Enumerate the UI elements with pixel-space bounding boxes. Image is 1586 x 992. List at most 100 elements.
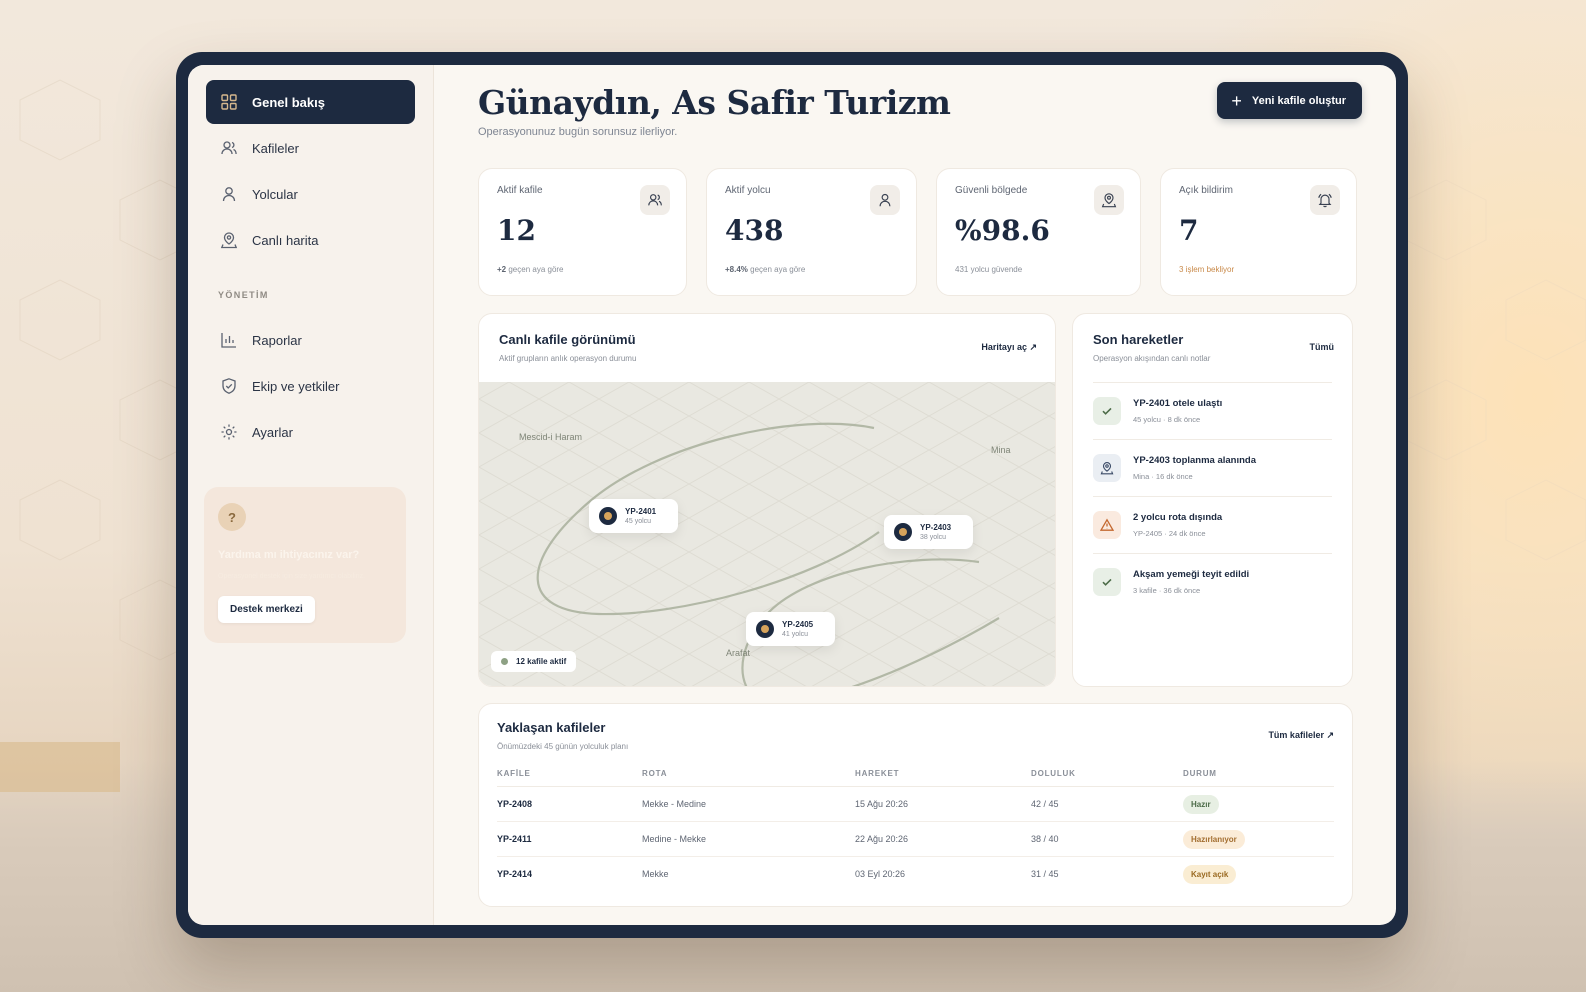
stat-card-active-groups[interactable]: Aktif kafile 12 +2 geçen aya göre: [478, 168, 687, 296]
all-activity-link[interactable]: Tümü: [1309, 342, 1335, 352]
map-card-title: Canlı kafile görünümü: [499, 332, 636, 347]
map-pin-group[interactable]: YP-2401 45 yolcu: [589, 499, 679, 533]
stat-value: 7: [1179, 214, 1199, 247]
route-cell: Mekke - Medine: [642, 786, 855, 822]
help-text: Operasyonel destek için size yardımcı ol…: [218, 573, 366, 580]
stat-card-open-notifications[interactable]: Açık bildirim 7 3 işlem bekliyor: [1160, 168, 1357, 296]
list-item[interactable]: 2 yolcu rota dışında YP-2405 · 24 dk önc…: [1093, 496, 1332, 553]
map-label-mina: Mina: [991, 445, 1011, 455]
sidebar-item-label: Ekip ve yetkiler: [252, 378, 340, 394]
list-item[interactable]: YP-2401 otele ulaştı 45 yolcu · 8 dk önc…: [1093, 382, 1332, 439]
stat-trend: +8.4% geçen aya göre: [725, 265, 898, 274]
status-badge: Kayıt açık: [1183, 864, 1237, 884]
stat-value: %98.6: [955, 214, 1050, 247]
user-icon: [220, 185, 238, 203]
table-row[interactable]: YP-2411 Medine - Mekke 22 Ağu 20:26 38 /…: [497, 821, 1334, 857]
sidebar-item-reports[interactable]: Raporlar: [206, 318, 415, 362]
column-header: HAREKET: [855, 769, 1031, 787]
pin-group-id: YP-2405: [782, 620, 814, 629]
sidebar-item-live-map[interactable]: Canlı harita: [206, 218, 415, 262]
new-group-button[interactable]: + Yeni kafile oluştur: [1217, 82, 1362, 119]
stat-label: Aktif yolcu: [725, 185, 771, 196]
check-icon: [1093, 397, 1121, 425]
list-item[interactable]: YP-2403 toplanma alanında Mina · 16 dk ö…: [1093, 439, 1332, 496]
occupancy-cell: 38 / 40: [1031, 821, 1183, 857]
activity-meta: 45 yolcu · 8 dk önce: [1133, 415, 1201, 424]
occupancy-cell: 31 / 45: [1031, 869, 1059, 880]
stat-card-safe-zone[interactable]: Güvenli bölgede %98.6 431 yolcu güvende: [936, 168, 1141, 296]
column-header: ROTA: [642, 769, 855, 787]
sidebar-item-label: Genel bakış: [252, 94, 325, 110]
sidebar-item-overview[interactable]: Genel bakış: [206, 80, 415, 124]
departure-cell: 15 Ağu 20:26: [855, 786, 1031, 822]
gear-icon: [220, 423, 238, 441]
group-id-cell: YP-2408: [497, 786, 642, 822]
group-id-cell: YP-2411: [497, 821, 642, 857]
stat-trend-text: geçen aya göre: [747, 265, 806, 274]
stat-label: Güvenli bölgede: [955, 185, 1028, 196]
help-title: Yardıma mı ihtiyacınız var?: [218, 549, 360, 561]
sidebar-item-passengers[interactable]: Yolcular: [206, 172, 415, 216]
pin-group-id: YP-2403: [920, 523, 952, 532]
map-pin-group[interactable]: YP-2403 38 yolcu: [884, 515, 974, 549]
map-pin-group[interactable]: YP-2405 41 yolcu: [746, 612, 836, 646]
open-map-link[interactable]: Haritayı aç ↗: [981, 342, 1037, 352]
warning-icon: [1093, 511, 1121, 539]
users-icon: [640, 185, 670, 215]
activity-card-subtitle: Operasyon akışından canlı notlar: [1093, 354, 1211, 363]
live-map-card: Canlı kafile görünümü Aktif grupların an…: [478, 313, 1056, 687]
column-header: DOLULUK: [1031, 769, 1183, 787]
route-cell: Mekke: [642, 869, 669, 880]
map-card-header: Canlı kafile görünümü Aktif grupların an…: [479, 314, 1055, 382]
stat-card-active-passengers[interactable]: Aktif yolcu 438 +8.4% geçen aya göre: [706, 168, 917, 296]
new-group-button-label: Yeni kafile oluştur: [1251, 94, 1346, 107]
upcoming-groups-table: KAFİLE ROTA HAREKET DOLULUK DURUM YP-240…: [497, 769, 1334, 892]
table-row[interactable]: YP-2414 Mekke 03 Eyl 20:26 31 / 45 Kayıt…: [497, 857, 1334, 892]
sidebar-item-settings[interactable]: Ayarlar: [206, 410, 415, 454]
status-cell: Kayıt açık: [1183, 857, 1334, 892]
bell-icon: [1310, 185, 1340, 215]
column-header: KAFİLE: [497, 769, 642, 787]
activity-list: YP-2401 otele ulaştı 45 yolcu · 8 dk önc…: [1073, 382, 1352, 610]
stat-trend: +2 geçen aya göre: [497, 265, 668, 274]
stat-trend-value: +8.4%: [725, 265, 748, 274]
page-title: Günaydın, As Safir Turizm: [478, 83, 951, 122]
map-view[interactable]: Mescid-i Haram Mina Arafat YP-2401 45 yo…: [479, 382, 1055, 686]
grid-icon: [220, 93, 238, 111]
route-cell: Medine - Mekke: [642, 821, 855, 857]
map-pin-icon: [220, 231, 238, 249]
stats-row: Aktif kafile 12 +2 geçen aya göre Aktif …: [478, 168, 1362, 296]
support-center-button[interactable]: Destek merkezi: [218, 596, 315, 623]
table-row[interactable]: YP-2408 Mekke - Medine 15 Ağu 20:26 42 /…: [497, 786, 1334, 822]
sidebar: Genel bakış Kafileler Yolcular Canlı har…: [188, 65, 434, 925]
map-pin-icon: [1093, 454, 1121, 482]
middle-row: Canlı kafile görünümü Aktif grupların an…: [478, 313, 1362, 687]
sidebar-item-team[interactable]: Ekip ve yetkiler: [206, 364, 415, 408]
all-groups-link[interactable]: Tüm kafileler ↗: [1268, 730, 1334, 740]
stat-value: 12: [497, 214, 536, 247]
sidebar-item-label: Kafileler: [252, 140, 299, 156]
shield-icon: [220, 377, 238, 395]
background-block: [0, 742, 120, 792]
check-icon: [1093, 568, 1121, 596]
sidebar-item-groups[interactable]: Kafileler: [206, 126, 415, 170]
section-label-management: YÖNETİM: [218, 290, 269, 300]
activity-title: 2 yolcu rota dışında: [1133, 512, 1223, 523]
stat-trend: 431 yolcu güvende: [955, 265, 1023, 274]
background-pattern: [19, 79, 200, 661]
group-id-cell: YP-2414: [497, 869, 533, 880]
stat-trend-value: +2: [497, 265, 507, 274]
status-cell: Hazırlanıyor: [1183, 821, 1334, 857]
activity-title: YP-2401 otele ulaştı: [1133, 398, 1223, 409]
sidebar-item-label: Canlı harita: [252, 232, 319, 248]
stat-label: Aktif kafile: [497, 185, 543, 196]
table-header-row: KAFİLE ROTA HAREKET DOLULUK DURUM: [497, 769, 1334, 787]
upcoming-card-title: Yaklaşan kafileler: [497, 720, 606, 735]
activity-meta: Mina · 16 dk önce: [1133, 472, 1193, 481]
pin-marker-icon: [894, 523, 912, 541]
list-item[interactable]: Akşam yemeği teyit edildi 3 kafile · 36 …: [1093, 553, 1332, 610]
occupancy-cell: 42 / 45: [1031, 786, 1183, 822]
pin-group-id: YP-2401: [625, 507, 657, 516]
stat-value: 438: [725, 214, 784, 247]
status-dot: [501, 658, 508, 665]
